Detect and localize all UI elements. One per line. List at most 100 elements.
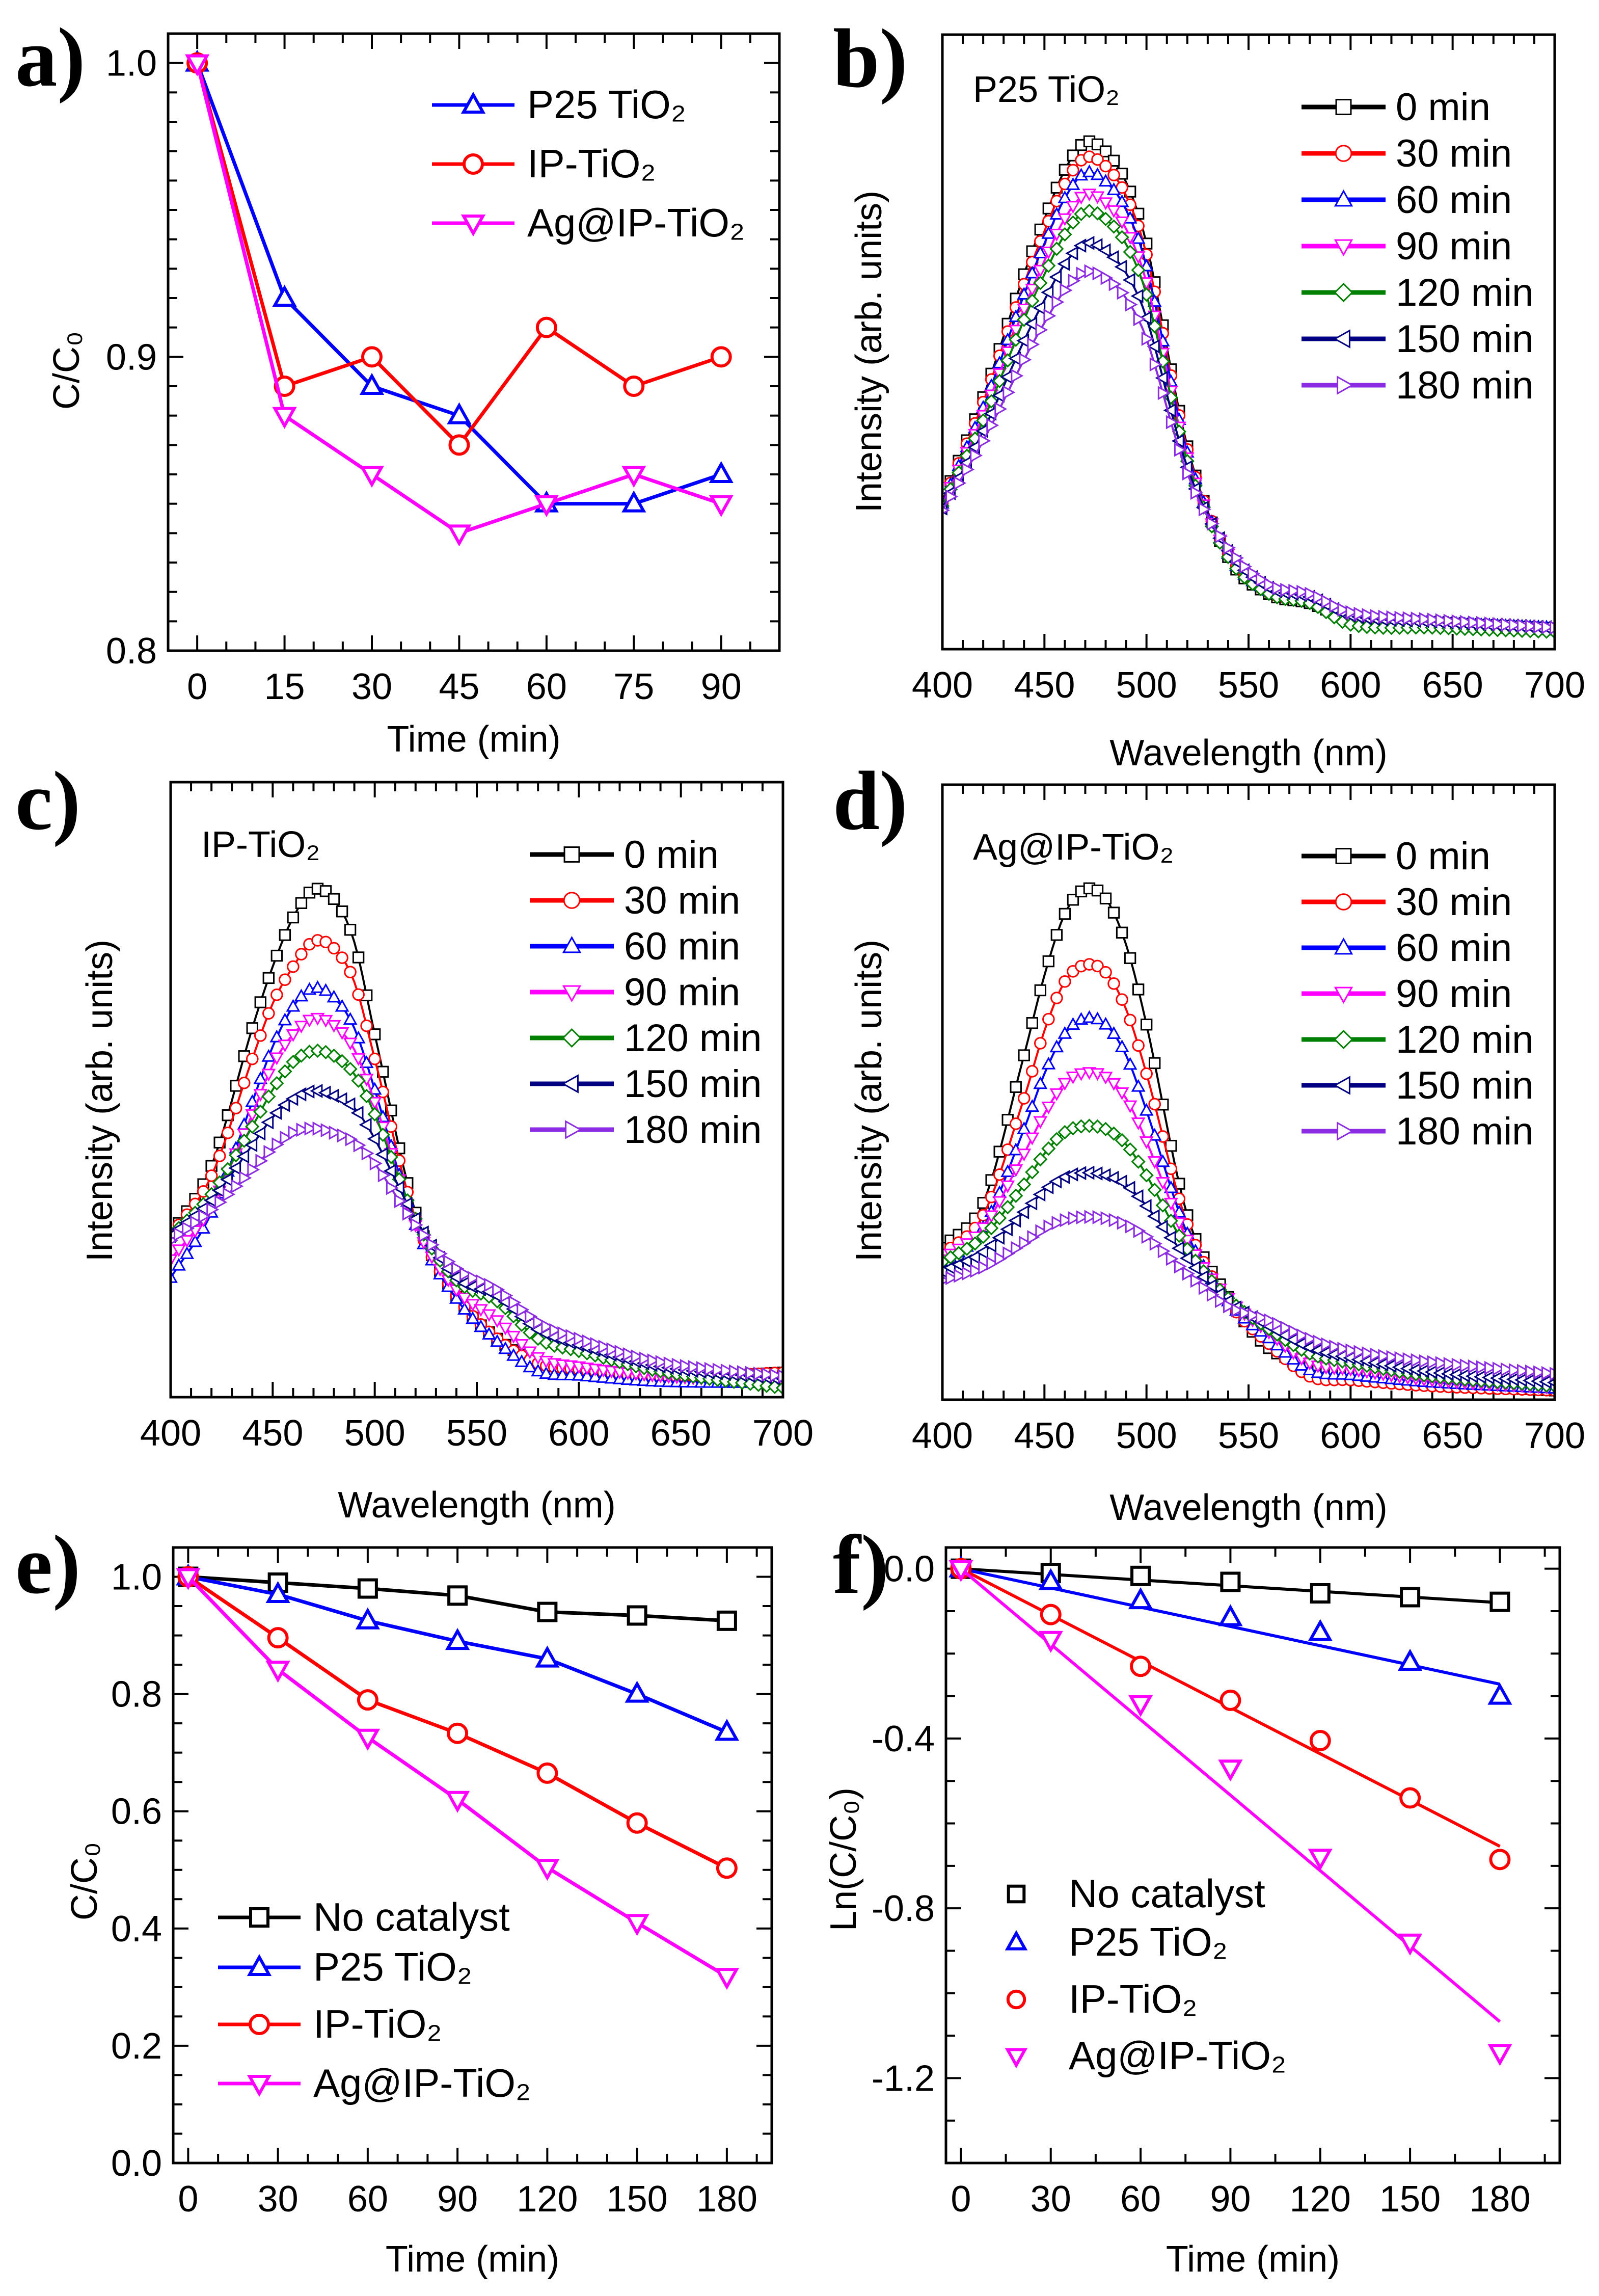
data-point xyxy=(1049,242,1064,256)
data-point xyxy=(1000,1199,1015,1215)
data-point xyxy=(1182,1266,1195,1281)
x-axis-title: Wavelength (nm) xyxy=(1109,1487,1388,1528)
data-point xyxy=(1084,1210,1097,1224)
y-tick-label: 1.0 xyxy=(106,43,157,84)
data-point xyxy=(1219,1689,1241,1711)
data-point xyxy=(1041,1180,1054,1194)
legend-item: 90 min xyxy=(1302,972,1512,1016)
data-point xyxy=(285,1091,299,1106)
y-tick-label: 1.0 xyxy=(111,1557,162,1598)
data-point xyxy=(1310,1583,1331,1604)
legend-item: 60 min xyxy=(530,925,740,968)
panel-letter: c) xyxy=(15,754,80,847)
data-point xyxy=(574,1331,587,1346)
data-point xyxy=(1489,1849,1511,1871)
data-point xyxy=(1025,283,1040,297)
plot-frame xyxy=(944,1546,1561,2165)
series-ip-tio- xyxy=(177,1566,738,1879)
x-tick-label: 180 xyxy=(696,2179,757,2220)
data-point xyxy=(1024,1196,1038,1211)
data-point xyxy=(580,1369,594,1382)
panel-a: a) 0 15 30 45 60 75 90 0.8 0.9 1.0 Time (min) C/C₀ P2… xyxy=(15,11,781,760)
data-point xyxy=(1040,1604,1062,1625)
data-point xyxy=(171,1254,178,1267)
legend-label: 120 min xyxy=(1396,271,1533,314)
data-point xyxy=(457,1301,472,1315)
x-tick-label: 700 xyxy=(1524,1416,1585,1456)
legend-label: IP-TiO₂ xyxy=(527,141,656,186)
x-tick-label: 30 xyxy=(258,2179,299,2220)
data-point xyxy=(426,1238,440,1252)
data-point xyxy=(1308,1619,1333,1641)
x-tick-label: 0 xyxy=(951,2179,971,2220)
x-tick-label: 450 xyxy=(242,1413,303,1454)
data-point xyxy=(229,1102,242,1114)
legend-marker xyxy=(1335,893,1352,911)
data-point xyxy=(1516,1364,1530,1378)
legend-label: No catalyst xyxy=(1069,1871,1265,1916)
legend-item: 120 min xyxy=(1302,271,1533,314)
panel-e: e) 0 30 60 90 120 150 180 0.0 0.2 0.4 0.6 0.8 1.0 Time… xyxy=(15,1518,773,2280)
data-point xyxy=(490,1315,505,1328)
data-point xyxy=(336,951,348,964)
data-point xyxy=(261,1069,276,1082)
data-point xyxy=(1051,1216,1065,1230)
data-point xyxy=(1011,368,1024,383)
data-point xyxy=(402,1206,415,1221)
data-point xyxy=(1025,1099,1040,1112)
data-point xyxy=(970,448,983,463)
data-point xyxy=(1272,581,1285,596)
data-point xyxy=(1533,1365,1547,1380)
data-point xyxy=(492,1282,505,1297)
x-tick-label: 450 xyxy=(1014,665,1075,706)
data-point xyxy=(1035,1224,1048,1239)
data-point xyxy=(1033,1076,1048,1089)
data-point xyxy=(1026,1017,1038,1029)
legend-marker xyxy=(561,1074,579,1093)
legend-label: 90 min xyxy=(624,971,740,1014)
data-point xyxy=(1027,1230,1040,1244)
data-point xyxy=(253,1126,266,1141)
data-point xyxy=(1215,1294,1228,1309)
data-point xyxy=(1115,1087,1129,1100)
data-point xyxy=(1296,1328,1310,1343)
y-axis-title: C/C₀ xyxy=(46,331,87,410)
data-point xyxy=(357,1689,378,1711)
series-ag-ip-tio- xyxy=(176,1568,739,1990)
data-point xyxy=(336,905,348,918)
data-point xyxy=(1218,1604,1243,1626)
x-tick-label: 30 xyxy=(1031,2179,1071,2220)
data-point xyxy=(1484,616,1497,631)
data-point xyxy=(350,1106,364,1120)
data-point xyxy=(1362,1346,1375,1361)
x-tick-label: 90 xyxy=(437,2179,478,2220)
y-tick-label: 0.6 xyxy=(111,1792,162,1832)
x-tick-label: 650 xyxy=(651,1413,712,1454)
data-point xyxy=(1058,1078,1072,1091)
x-tick-label: 15 xyxy=(264,666,305,707)
x-tick-label: 120 xyxy=(1290,2179,1351,2220)
data-point xyxy=(714,1719,739,1741)
data-point xyxy=(1476,1360,1489,1375)
data-point xyxy=(1059,907,1071,920)
data-point xyxy=(318,983,333,996)
data-point xyxy=(1239,1305,1253,1320)
legend-marker xyxy=(1334,189,1353,207)
data-point xyxy=(563,1367,578,1380)
data-point xyxy=(1402,611,1416,626)
data-point xyxy=(506,1348,521,1361)
data-point xyxy=(1057,256,1070,271)
data-point xyxy=(335,1054,349,1069)
data-point xyxy=(1106,1078,1121,1091)
data-point xyxy=(525,1309,538,1324)
data-point xyxy=(1106,250,1119,264)
data-point xyxy=(1131,262,1146,278)
data-point xyxy=(962,462,975,477)
legend-label: 90 min xyxy=(1396,972,1512,1016)
data-point xyxy=(1059,975,1071,988)
data-point xyxy=(295,948,308,960)
data-point xyxy=(716,1857,738,1879)
data-point xyxy=(1099,159,1112,173)
data-point xyxy=(205,1169,218,1182)
data-point xyxy=(1516,618,1530,633)
